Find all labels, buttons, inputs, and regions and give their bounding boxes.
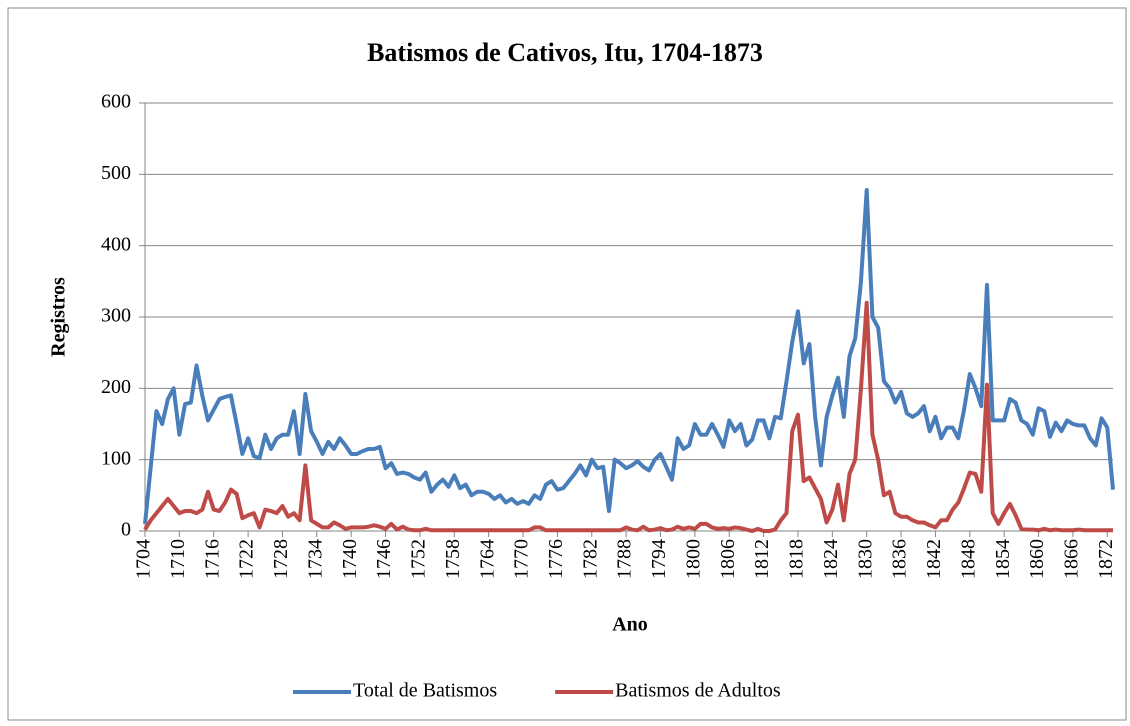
x-tick-label: 1806	[717, 539, 739, 579]
x-tick-label: 1752	[408, 539, 430, 579]
x-tick-label: 1728	[270, 539, 292, 579]
y-tick-label: 200	[101, 376, 131, 398]
x-tick-label: 1776	[545, 539, 567, 579]
x-tick-label: 1710	[167, 539, 189, 579]
x-tick-label: 1770	[511, 539, 533, 579]
y-tick-label: 400	[101, 233, 131, 255]
x-tick-label: 1758	[442, 539, 464, 579]
x-tick-label: 1836	[889, 539, 911, 579]
chart-title: Batismos de Cativos, Itu, 1704-1873	[367, 38, 763, 67]
x-tick-label: 1746	[373, 539, 395, 579]
legend-label: Batismos de Adultos	[615, 680, 781, 702]
x-tick-label: 1818	[786, 539, 808, 579]
x-tick-label: 1860	[1026, 539, 1048, 579]
x-tick-label: 1842	[923, 539, 945, 579]
x-tick-label: 1848	[957, 539, 979, 579]
x-tick-label: 1704	[133, 539, 155, 579]
x-tick-label: 1740	[339, 539, 361, 579]
x-tick-label: 1794	[648, 539, 670, 579]
y-tick-label: 300	[101, 305, 131, 327]
x-tick-label: 1722	[236, 539, 258, 579]
chart-frame	[7, 7, 1127, 721]
x-tick-label: 1854	[992, 539, 1014, 579]
legend-label: Total de Batismos	[353, 680, 497, 702]
y-tick-label: 600	[101, 91, 131, 113]
y-tick-label: 0	[121, 519, 131, 541]
y-axis-label: Registros	[48, 277, 70, 357]
x-tick-label: 1830	[854, 539, 876, 579]
series-line	[143, 300, 1113, 533]
x-tick-label: 1734	[304, 539, 326, 579]
x-tick-label: 1782	[579, 539, 601, 579]
x-axis-label: Ano	[612, 614, 648, 636]
x-tick-label: 1788	[614, 539, 636, 579]
x-tick-label: 1824	[820, 539, 842, 579]
x-tick-label: 1764	[476, 539, 498, 579]
x-tick-label: 1716	[201, 539, 223, 579]
series-line	[143, 188, 1115, 525]
x-tick-label: 1872	[1095, 539, 1117, 579]
x-tick-label: 1866	[1060, 539, 1082, 579]
x-tick-label: 1812	[751, 539, 773, 579]
x-tick-label: 1800	[682, 539, 704, 579]
y-tick-label: 500	[101, 162, 131, 184]
y-tick-label: 100	[101, 447, 131, 469]
